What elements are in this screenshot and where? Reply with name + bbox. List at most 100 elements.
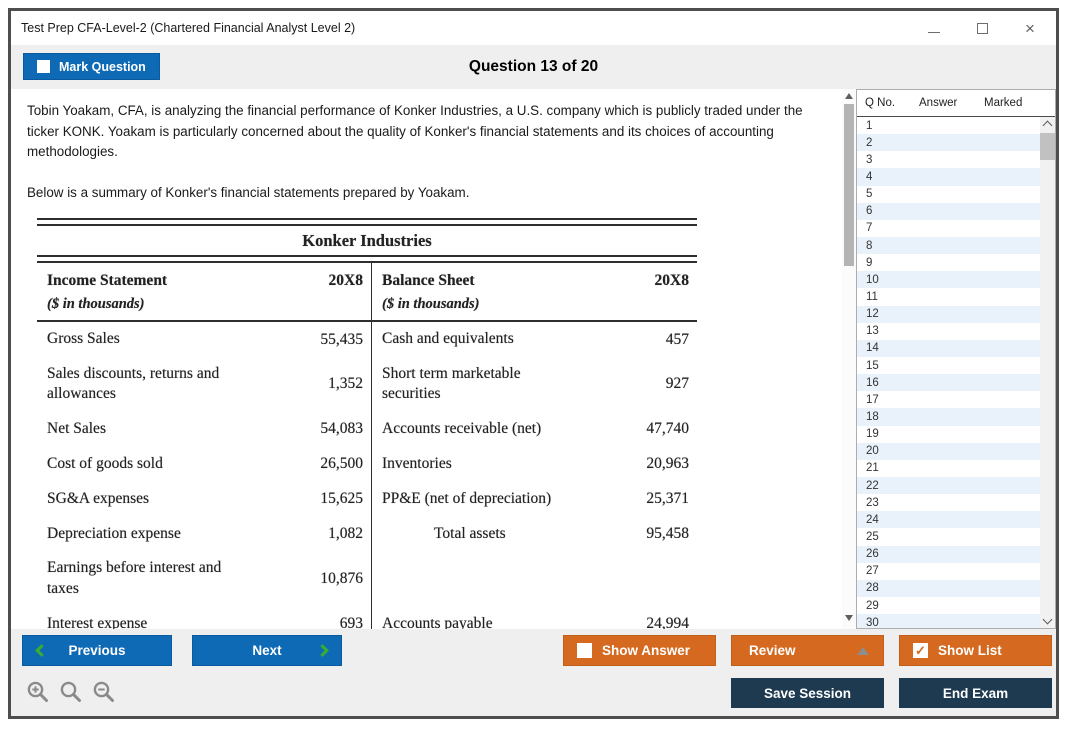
- question-list-row[interactable]: 7: [857, 220, 1040, 237]
- line-item-label: Gross Sales: [47, 330, 120, 348]
- line-item-value: 457: [665, 330, 689, 348]
- question-list-row[interactable]: 17: [857, 391, 1040, 408]
- show-answer-label: Show Answer: [602, 643, 691, 658]
- question-list-scrollbar[interactable]: [1040, 117, 1055, 628]
- review-dropdown[interactable]: Review: [731, 635, 884, 666]
- income-statement-cell: Depreciation expense 1,082: [37, 516, 372, 552]
- question-list-row[interactable]: 18: [857, 408, 1040, 426]
- line-item-label: Depreciation expense: [47, 524, 181, 542]
- row-qno: 13: [866, 325, 879, 338]
- line-item-value: 927: [665, 375, 689, 393]
- line-item-label: Inventories: [382, 454, 452, 472]
- line-item-value: 24,994: [646, 615, 689, 629]
- question-list-row[interactable]: 29: [857, 597, 1040, 614]
- footer-bar: Previous Next Show Answer Review ✓ Show …: [11, 629, 1056, 716]
- exhibit-subheader-row: ($ in thousands) ($ in thousands): [37, 293, 697, 322]
- question-list-row[interactable]: 19: [857, 426, 1040, 443]
- scrollbar-thumb[interactable]: [1040, 133, 1055, 160]
- zoom-out-icon[interactable]: [91, 679, 117, 705]
- balance-sheet-cell: Total assets 95,458: [372, 517, 697, 552]
- question-list-row[interactable]: 1: [857, 117, 1040, 134]
- income-statement-header: Income Statement: [47, 272, 168, 289]
- question-list-row[interactable]: 20: [857, 442, 1040, 460]
- row-qno: 21: [866, 462, 879, 475]
- question-list-row[interactable]: 24: [857, 511, 1040, 529]
- balance-sheet-cell: Short term marketable securities 927: [372, 357, 697, 412]
- question-list-row[interactable]: 10: [857, 271, 1040, 289]
- show-list-button[interactable]: ✓ Show List: [899, 635, 1052, 666]
- question-list-row[interactable]: 6: [857, 202, 1040, 220]
- minimize-button[interactable]: [924, 18, 944, 38]
- exhibit-title: Konker Industries: [302, 231, 432, 250]
- line-item-label: Cash and equivalents: [382, 330, 514, 348]
- scroll-up-icon[interactable]: [1042, 120, 1053, 131]
- income-statement-cell: Sales discounts, returns and allowances 1…: [37, 357, 372, 412]
- question-list-row[interactable]: 13: [857, 323, 1040, 340]
- scroll-down-icon[interactable]: [1042, 614, 1053, 625]
- line-item-label: Short term marketable securities: [382, 364, 521, 403]
- dropdown-arrow-icon: [857, 646, 869, 655]
- zoom-reset-icon[interactable]: [58, 679, 84, 705]
- balance-sheet-cell: PP&E (net of depreciation) 25,371: [372, 482, 697, 517]
- scroll-up-icon[interactable]: [845, 93, 853, 99]
- question-list-row[interactable]: 4: [857, 168, 1040, 186]
- row-qno: 8: [866, 239, 873, 252]
- mark-question-button[interactable]: Mark Question: [23, 53, 160, 80]
- line-item-value: 693: [339, 615, 363, 629]
- question-list-row[interactable]: 27: [857, 563, 1040, 580]
- question-list-row[interactable]: 8: [857, 236, 1040, 255]
- line-item-label: Accounts payable: [382, 614, 493, 629]
- next-button[interactable]: Next: [192, 635, 342, 666]
- row-qno: 7: [866, 222, 873, 235]
- income-statement-cell: Interest expense 693: [37, 606, 372, 629]
- row-qno: 26: [866, 548, 879, 561]
- question-list-row[interactable]: 30: [857, 614, 1040, 628]
- show-answer-button[interactable]: Show Answer: [563, 635, 716, 666]
- show-answer-checkbox[interactable]: [577, 643, 592, 658]
- show-list-checkbox[interactable]: ✓: [913, 643, 928, 658]
- line-item-value: 20,963: [646, 455, 689, 473]
- balance-sheet-units: ($ in thousands): [382, 296, 480, 312]
- question-list-row[interactable]: 26: [857, 545, 1040, 563]
- fin-row: Cost of goods sold 26,500 Inventories 20,96…: [37, 446, 697, 482]
- content-scrollbar[interactable]: [842, 89, 856, 629]
- fin-row: Gross Sales 55,435 Cash and equivalents 457: [37, 322, 697, 357]
- question-list-row[interactable]: 2: [857, 134, 1040, 152]
- previous-button[interactable]: Previous: [22, 635, 172, 666]
- toolbar: Mark Question Question 13 of 20: [11, 45, 1056, 89]
- line-item-label: Total assets: [434, 524, 506, 542]
- row-qno: 19: [866, 428, 879, 441]
- line-item-label: Sales discounts, returns and allowances: [47, 364, 220, 403]
- question-list-row[interactable]: 16: [857, 374, 1040, 392]
- mark-question-checkbox[interactable]: [37, 60, 50, 73]
- question-list-row[interactable]: 11: [857, 288, 1040, 305]
- table-rule: [37, 255, 697, 263]
- line-item-value: 1,082: [328, 525, 363, 543]
- balance-sheet-cell: Cash and equivalents 457: [372, 322, 697, 357]
- column-marked: Marked: [984, 97, 1023, 109]
- scroll-down-icon[interactable]: [845, 615, 853, 621]
- exhibit-header-row: Income Statement 20X8 Balance Sheet 20X8: [37, 263, 697, 293]
- row-qno: 1: [866, 119, 873, 132]
- income-statement-cell: SG&A expenses 15,625: [37, 481, 372, 517]
- question-list-row[interactable]: 25: [857, 528, 1040, 545]
- scrollbar-thumb[interactable]: [844, 104, 854, 266]
- maximize-button[interactable]: [972, 18, 992, 38]
- fin-row: Earnings before interest and taxes 10,876: [37, 551, 697, 607]
- close-button[interactable]: ×: [1020, 18, 1040, 38]
- question-list-row[interactable]: 15: [857, 357, 1040, 374]
- question-list-body: 1 2 3 4 5 6 7 8 9 10 11 12 13 14 15 16 17 18 19 20 21 22 23 24 2…: [857, 117, 1055, 628]
- question-list-row[interactable]: 5: [857, 186, 1040, 203]
- zoom-in-icon[interactable]: [25, 679, 51, 705]
- question-list-row[interactable]: 23: [857, 494, 1040, 511]
- question-list-row[interactable]: 28: [857, 579, 1040, 597]
- question-list-row[interactable]: 21: [857, 460, 1040, 477]
- question-list-row[interactable]: 14: [857, 339, 1040, 357]
- question-list-row[interactable]: 22: [857, 476, 1040, 495]
- question-list-row[interactable]: 9: [857, 254, 1040, 271]
- fin-row: SG&A expenses 15,625 PP&E (net of deprecia…: [37, 481, 697, 517]
- save-session-button[interactable]: Save Session: [731, 678, 884, 708]
- question-list-row[interactable]: 12: [857, 305, 1040, 323]
- question-list-row[interactable]: 3: [857, 151, 1040, 168]
- end-exam-button[interactable]: End Exam: [899, 678, 1052, 708]
